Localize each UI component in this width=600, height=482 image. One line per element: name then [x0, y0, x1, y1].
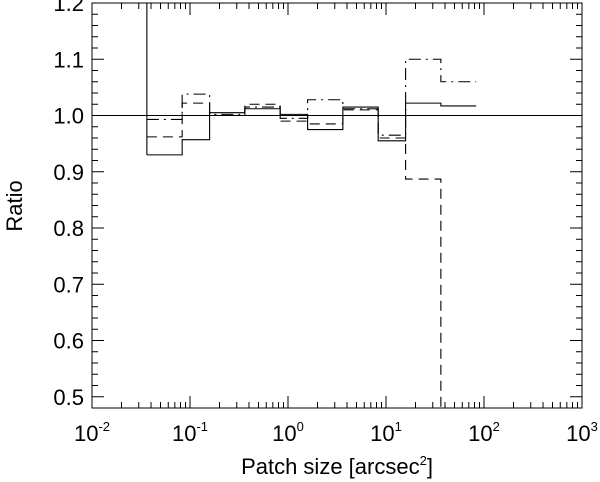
plot-frame — [91, 2, 583, 409]
y-tick-labels: 0.5 0.6 0.7 0.8 0.9 1.0 1.1 1.2 — [53, 0, 84, 410]
x-tick-label-1: 10-1 — [172, 419, 208, 446]
x-tick-label-4: 102 — [468, 419, 500, 446]
y-tick-label-5: 1.0 — [53, 104, 84, 129]
y-tick-label-0: 0.5 — [53, 385, 84, 410]
x-tick-label-2: 100 — [272, 419, 304, 446]
x-tick-label-5: 103 — [566, 419, 598, 446]
x-axis-label: Patch size [arcsec2] — [241, 453, 433, 479]
y-tick-label-4: 0.9 — [53, 160, 84, 185]
x-tick-label-3: 101 — [370, 419, 402, 446]
y-tick-label-6: 1.1 — [53, 47, 84, 72]
series-dashdot-line — [146, 58, 477, 136]
y-tick-label-1: 0.6 — [53, 329, 84, 354]
axis-ticks — [91, 2, 583, 408]
y-tick-label-2: 0.7 — [53, 272, 84, 297]
x-tick-label-0: 10-2 — [74, 419, 110, 446]
series-solid-line — [146, 102, 477, 156]
series-dashed-line — [146, 102, 442, 408]
y-axis-label: Ratio — [2, 180, 27, 231]
series-layer — [92, 3, 582, 408]
y-tick-label-3: 0.8 — [53, 216, 84, 241]
y-tick-label-7: 1.2 — [53, 0, 84, 16]
plot-border — [91, 2, 583, 409]
x-tick-labels: 10-2 10-1 100 101 102 103 — [74, 419, 598, 446]
